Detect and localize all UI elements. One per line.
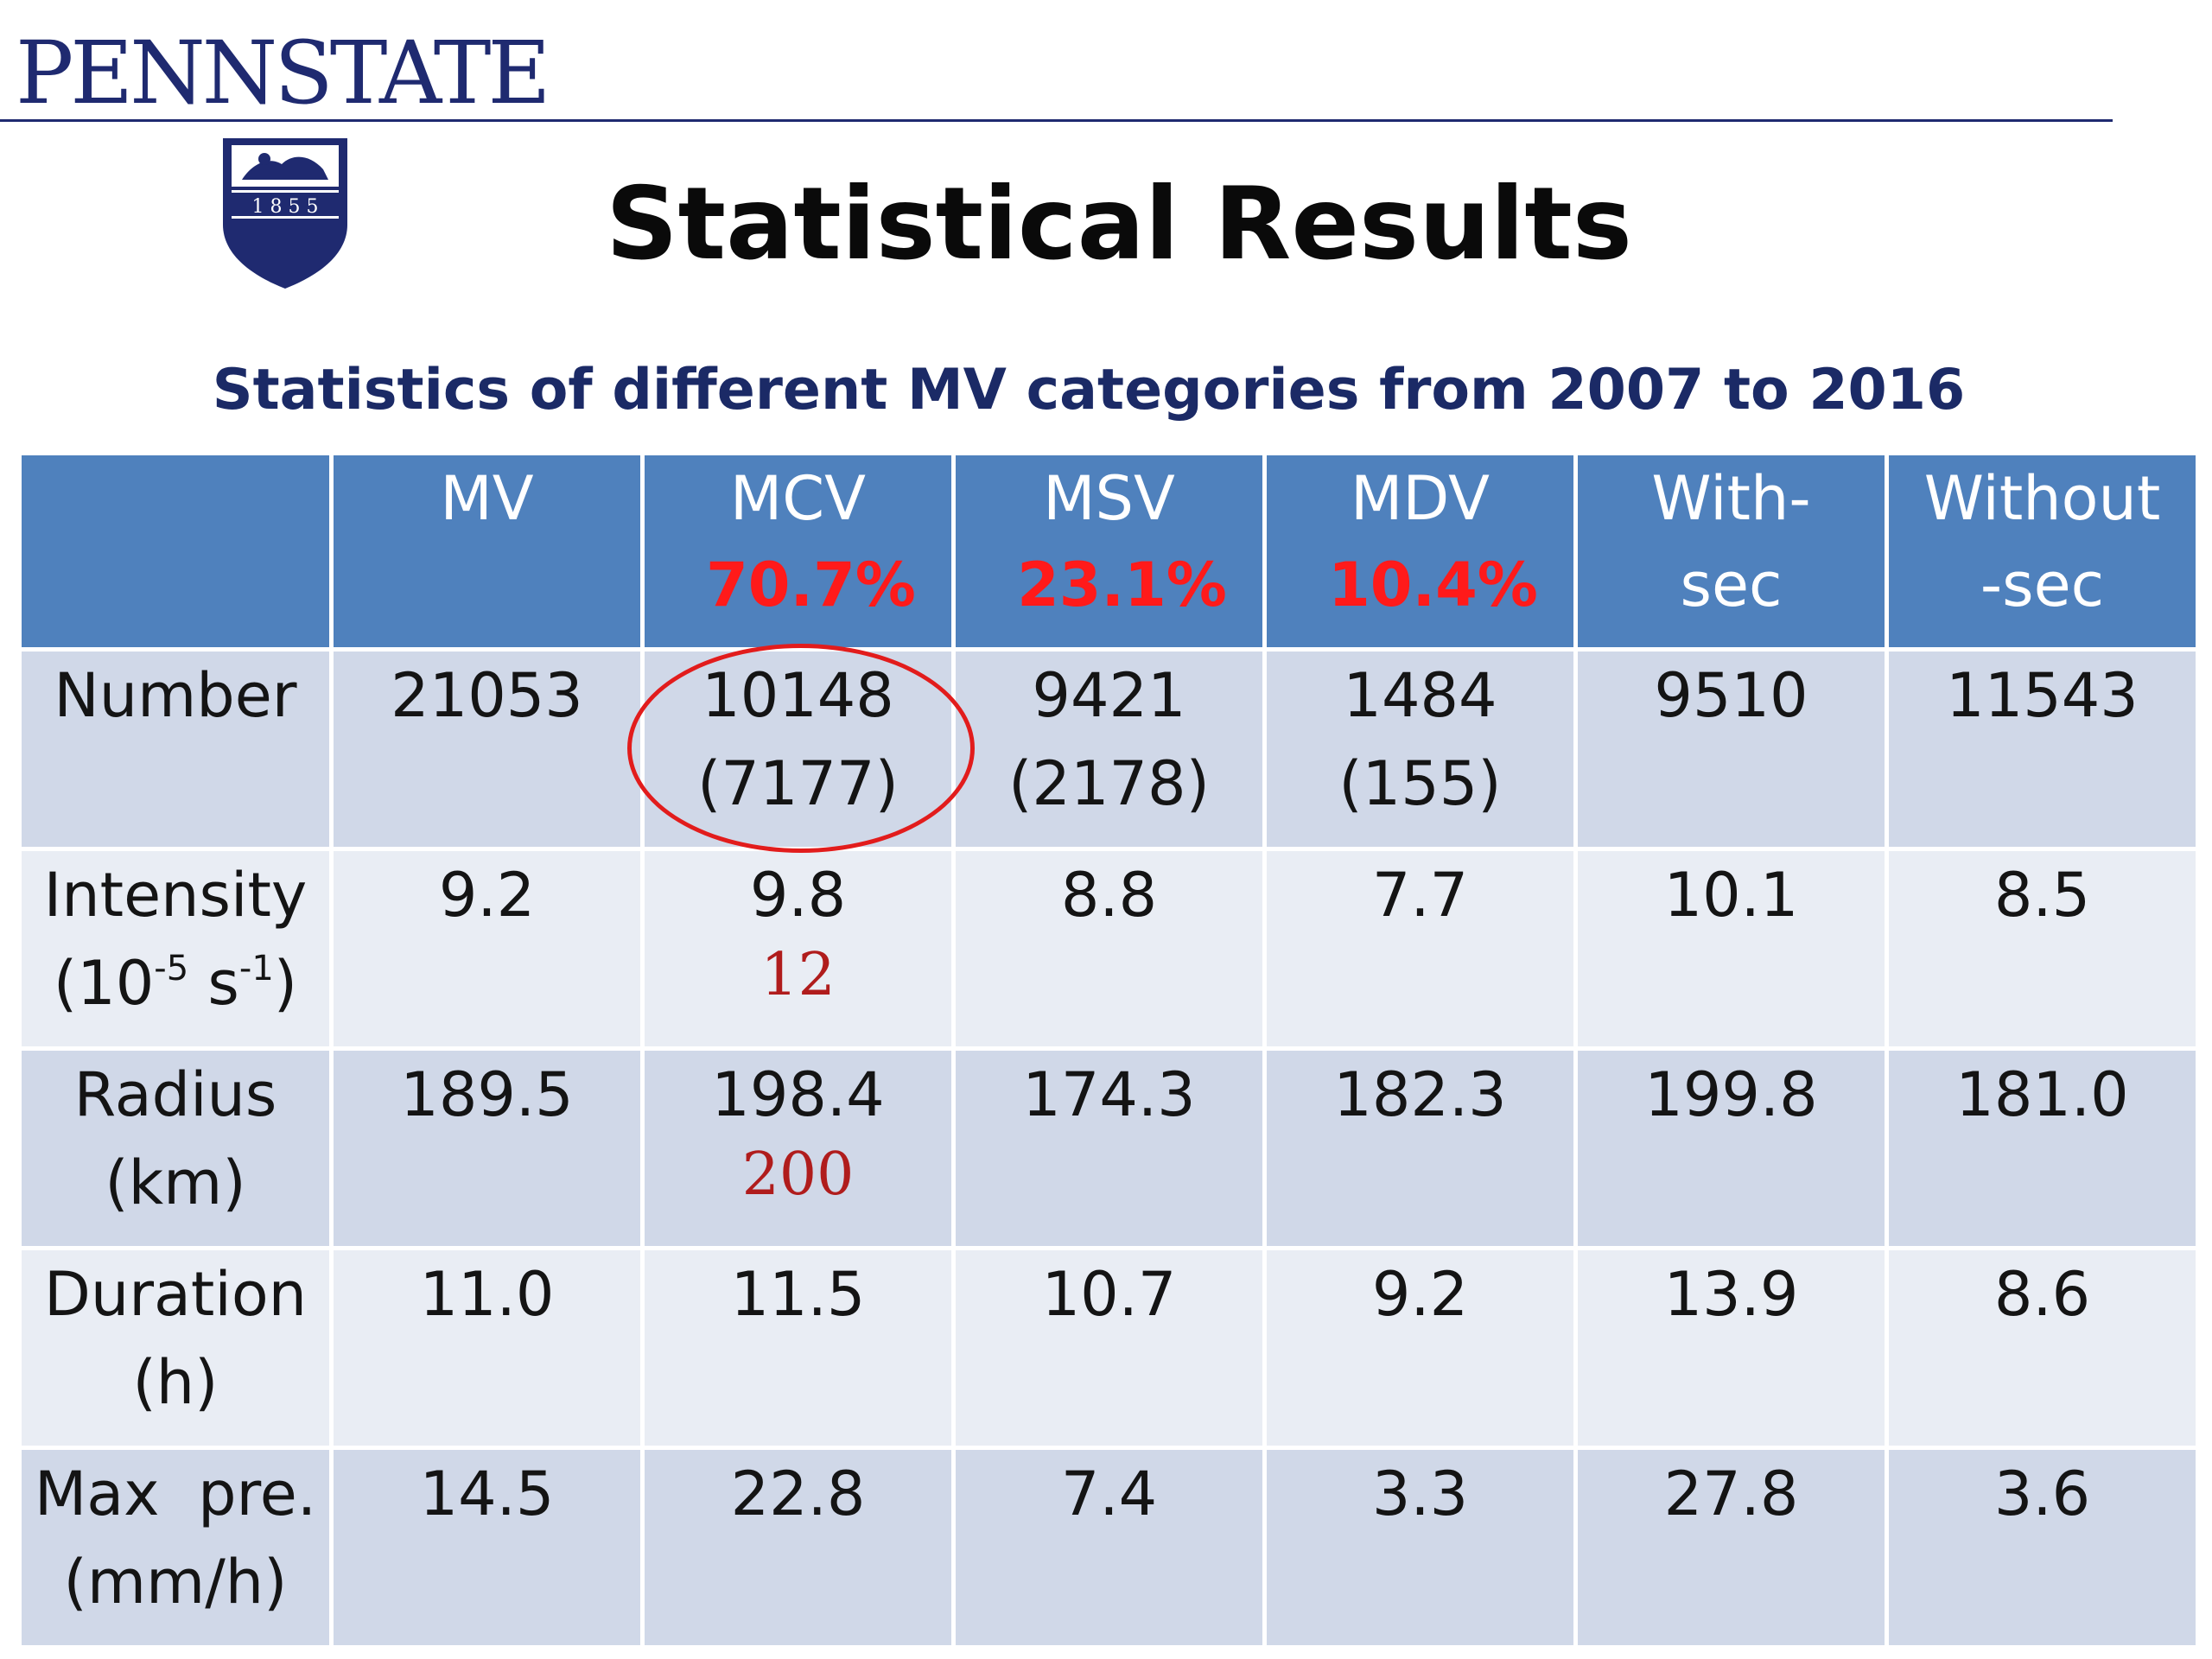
column-name: Without [1923, 463, 2161, 534]
handwritten-annotation: 200 [741, 1141, 855, 1209]
table-row: Radius (km) 189.5 198.4 200 174.3 182.3 1… [17, 1046, 2200, 1250]
column-header: MCV 70.7% [640, 451, 956, 652]
table-cell: 181.0 [1885, 1046, 2200, 1250]
pennstate-wordmark: PENNSTATE [16, 22, 550, 124]
table-cell: 22.8 [640, 1446, 956, 1649]
row-label: Duration (h) [17, 1246, 334, 1450]
table-cell: 3.3 [1262, 1446, 1578, 1649]
table-cell: 7.7 [1262, 847, 1578, 1051]
column-name-line2: sec [1680, 550, 1783, 620]
table-cell: 9421 (2178) [951, 647, 1267, 851]
row-label: Number [17, 647, 334, 851]
column-header: MDV 10.4% [1262, 451, 1578, 652]
table-cell: 21053 [329, 647, 645, 851]
table-cell: 10.1 [1573, 847, 1889, 1051]
column-percent: 70.7% [706, 550, 916, 620]
handwritten-annotation: 12 [760, 941, 836, 1009]
table-cell: 174.3 [951, 1046, 1267, 1250]
table-cell: 7.4 [951, 1446, 1267, 1649]
shield-year: 1 8 5 5 [252, 196, 319, 218]
table-cell: 9.8 12 [640, 847, 956, 1051]
statistics-table: MV MCV 70.7% MSV 23.1% MDV 10.4 [17, 451, 2200, 1649]
table-row: Intensity (10-5 s-1) 9.2 9.8 12 8.8 7.7 1… [17, 847, 2200, 1051]
row-label: Intensity (10-5 s-1) [17, 847, 334, 1051]
column-header: Without -sec [1885, 451, 2200, 652]
table-cell: 14.5 [329, 1446, 645, 1649]
table-cell: 11.0 [329, 1246, 645, 1450]
column-name: With- [1651, 463, 1811, 534]
column-header: MSV 23.1% [951, 451, 1267, 652]
header-corner-cell [17, 451, 334, 652]
table-cell: 189.5 [329, 1046, 645, 1250]
table-cell: 11.5 [640, 1246, 956, 1450]
column-name: MDV [1351, 463, 1490, 534]
table-cell: 11543 [1885, 647, 2200, 851]
table-header-row: MV MCV 70.7% MSV 23.1% MDV 10.4 [17, 451, 2200, 652]
row-label: Radius (km) [17, 1046, 334, 1250]
table-row: Max pre. (mm/h) 14.5 22.8 7.4 3.3 27.8 3… [17, 1446, 2200, 1649]
table-cell: 8.6 [1885, 1246, 2200, 1450]
table-cell: 8.5 [1885, 847, 2200, 1051]
table-caption: Statistics of different MV categories fr… [212, 358, 1966, 423]
table-cell: 198.4 200 [640, 1046, 956, 1250]
table-cell: 182.3 [1262, 1046, 1578, 1250]
table-cell: 199.8 [1573, 1046, 1889, 1250]
column-name: MCV [729, 463, 867, 534]
table-cell: 10.7 [951, 1246, 1267, 1450]
column-percent: 10.4% [1328, 550, 1538, 620]
table-cell: 3.6 [1885, 1446, 2200, 1649]
table-cell: 9510 [1573, 647, 1889, 851]
table-cell: 10148 (7177) [640, 647, 956, 851]
penn-state-shield-icon: 1 8 5 5 [223, 138, 347, 289]
column-name: MSV [1043, 463, 1175, 534]
table-cell: 9.2 [1262, 1246, 1578, 1450]
header-rule [0, 119, 2113, 122]
table-cell: 13.9 [1573, 1246, 1889, 1450]
column-header: MV [329, 451, 645, 652]
table-cell: 8.8 [951, 847, 1267, 1051]
page-title: Statistical Results [606, 166, 1632, 283]
table-row: Duration (h) 11.0 11.5 10.7 9.2 13.9 8.6 [17, 1246, 2200, 1450]
table-row: Number 21053 10148 (7177) 9421 (2178) 1484… [17, 647, 2200, 851]
table-cell: 27.8 [1573, 1446, 1889, 1649]
column-header: With- sec [1573, 451, 1889, 652]
column-percent: 23.1% [1017, 550, 1227, 620]
column-name: MV [440, 463, 534, 534]
table-cell: 9.2 [329, 847, 645, 1051]
table-cell: 1484 (155) [1262, 647, 1578, 851]
column-name-line2: -sec [1980, 550, 2105, 620]
row-label: Max pre. (mm/h) [17, 1446, 334, 1649]
